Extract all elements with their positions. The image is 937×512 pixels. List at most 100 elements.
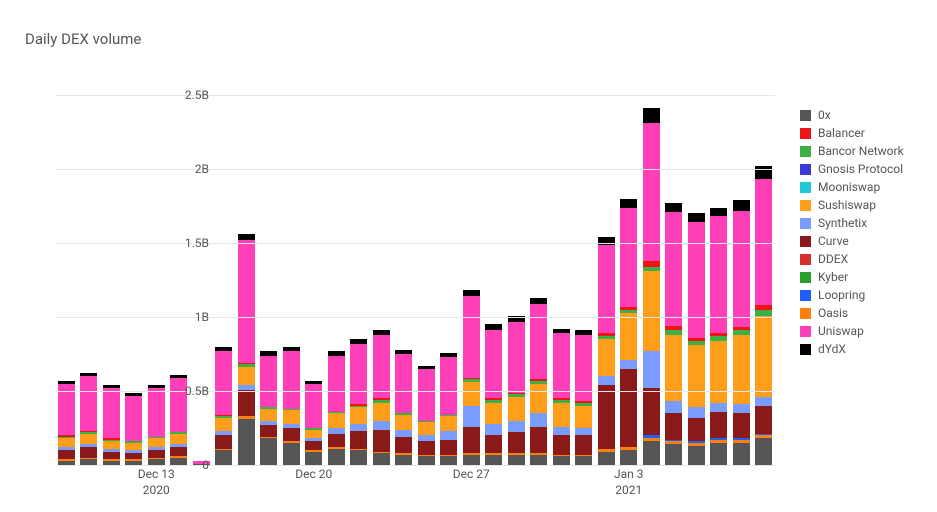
bar-segment-0x <box>485 455 502 465</box>
bar-segment-curve <box>463 427 480 454</box>
x-tick-label: Jan 32021 <box>614 467 644 497</box>
legend-label: Mooniswap <box>818 180 880 194</box>
bar-segment-0x <box>643 441 660 465</box>
bar-segment-0x <box>395 455 412 465</box>
chart-container: Daily DEX volume Dec 132020Dec 20Dec 27J… <box>0 0 937 512</box>
bar[interactable] <box>80 373 97 465</box>
legend-item[interactable]: Loopring <box>800 288 904 302</box>
bar-segment-synthetix <box>395 430 412 437</box>
bar-group <box>55 95 775 465</box>
bar[interactable] <box>125 393 142 465</box>
bar[interactable] <box>485 324 502 465</box>
bar-segment-curve <box>755 406 772 434</box>
bar-segment-synthetix <box>553 427 570 436</box>
bar[interactable] <box>350 339 367 465</box>
bar-segment-0x <box>215 450 232 465</box>
bar-segment-sushiswap <box>733 335 750 405</box>
bar-segment-curve <box>170 447 187 456</box>
bar-segment-uniswap <box>688 222 705 337</box>
bar-segment-sushiswap <box>215 418 232 431</box>
bar-segment-0x <box>620 450 637 465</box>
bar-segment-0x <box>418 456 435 465</box>
bar[interactable] <box>620 199 637 465</box>
bar[interactable] <box>58 381 75 465</box>
bar[interactable] <box>710 208 727 465</box>
legend-item[interactable]: dYdX <box>800 342 904 356</box>
legend-label: Gnosis Protocol <box>818 162 903 176</box>
bar-segment-sushiswap <box>643 271 660 351</box>
bar[interactable] <box>755 166 772 465</box>
bar[interactable] <box>440 353 457 465</box>
bar[interactable] <box>373 330 390 465</box>
legend-label: DDEX <box>818 252 848 266</box>
bar-segment-0x <box>260 438 277 465</box>
legend-item[interactable]: Bancor Network <box>800 144 904 158</box>
bar-segment-curve <box>215 435 232 448</box>
legend-label: Oasis <box>818 306 848 320</box>
bar[interactable] <box>395 350 412 465</box>
bar[interactable] <box>553 329 570 465</box>
bar-segment-0x <box>733 443 750 465</box>
legend-item[interactable]: Sushiswap <box>800 198 904 212</box>
chart-title: Daily DEX volume <box>25 30 141 48</box>
bar-segment-0x <box>373 453 390 465</box>
bar[interactable] <box>733 200 750 465</box>
bar[interactable] <box>328 351 345 465</box>
legend: 0x Balancer Bancor Network Gnosis Protocol M… <box>800 108 904 360</box>
bar[interactable] <box>530 298 547 465</box>
bar-segment-sushiswap <box>508 397 525 421</box>
bar-segment-sushiswap <box>58 438 75 447</box>
bar-segment-curve <box>260 425 277 437</box>
y-tick-label: 0.5B <box>159 384 209 398</box>
y-tick-label: 0 <box>159 458 209 472</box>
bar[interactable] <box>575 330 592 465</box>
legend-item[interactable]: Synthetix <box>800 216 904 230</box>
bar-segment-uniswap <box>733 211 750 328</box>
bar-segment-0x <box>463 455 480 465</box>
bar[interactable] <box>305 381 322 465</box>
y-tick-label: 2B <box>159 162 209 176</box>
bar-segment-0x <box>688 446 705 465</box>
bar[interactable] <box>418 366 435 465</box>
bar-segment-uniswap <box>485 330 502 398</box>
bar-segment-0x <box>755 438 772 465</box>
legend-item[interactable]: DDEX <box>800 252 904 266</box>
legend-label: Bancor Network <box>818 144 904 158</box>
bar-segment-dydx <box>665 203 682 212</box>
bar-segment-uniswap <box>215 351 232 415</box>
bar[interactable] <box>260 351 277 465</box>
legend-label: Balancer <box>818 126 865 140</box>
y-tick-label: 1.5B <box>159 236 209 250</box>
bar-segment-0x <box>575 456 592 465</box>
legend-item[interactable]: Curve <box>800 234 904 248</box>
legend-item[interactable]: 0x <box>800 108 904 122</box>
bar-segment-synthetix <box>440 431 457 440</box>
bar[interactable] <box>643 108 660 465</box>
legend-item[interactable]: Balancer <box>800 126 904 140</box>
bar-segment-uniswap <box>103 388 120 438</box>
bar-segment-sushiswap <box>103 441 120 448</box>
legend-item[interactable]: Oasis <box>800 306 904 320</box>
bar[interactable] <box>215 347 232 465</box>
bar-segment-dydx <box>620 199 637 208</box>
legend-item[interactable]: Gnosis Protocol <box>800 162 904 176</box>
bar-segment-sushiswap <box>440 416 457 431</box>
legend-item[interactable]: Kyber <box>800 270 904 284</box>
bar-segment-uniswap <box>620 208 637 307</box>
bar[interactable] <box>283 347 300 465</box>
legend-item[interactable]: Mooniswap <box>800 180 904 194</box>
plot-area <box>55 95 775 465</box>
bar[interactable] <box>688 213 705 465</box>
legend-item[interactable]: Uniswap <box>800 324 904 338</box>
y-tick-label: 2.5B <box>159 88 209 102</box>
bar-segment-curve <box>710 412 727 439</box>
bar-segment-0x <box>508 455 525 465</box>
bar[interactable] <box>238 234 255 465</box>
bar-segment-sushiswap <box>418 422 435 435</box>
legend-swatch <box>800 272 811 283</box>
bar[interactable] <box>103 385 120 465</box>
bar-segment-synthetix <box>710 403 727 412</box>
bar[interactable] <box>598 237 615 465</box>
bar-segment-dydx <box>733 200 750 210</box>
bar-segment-sushiswap <box>260 409 277 421</box>
